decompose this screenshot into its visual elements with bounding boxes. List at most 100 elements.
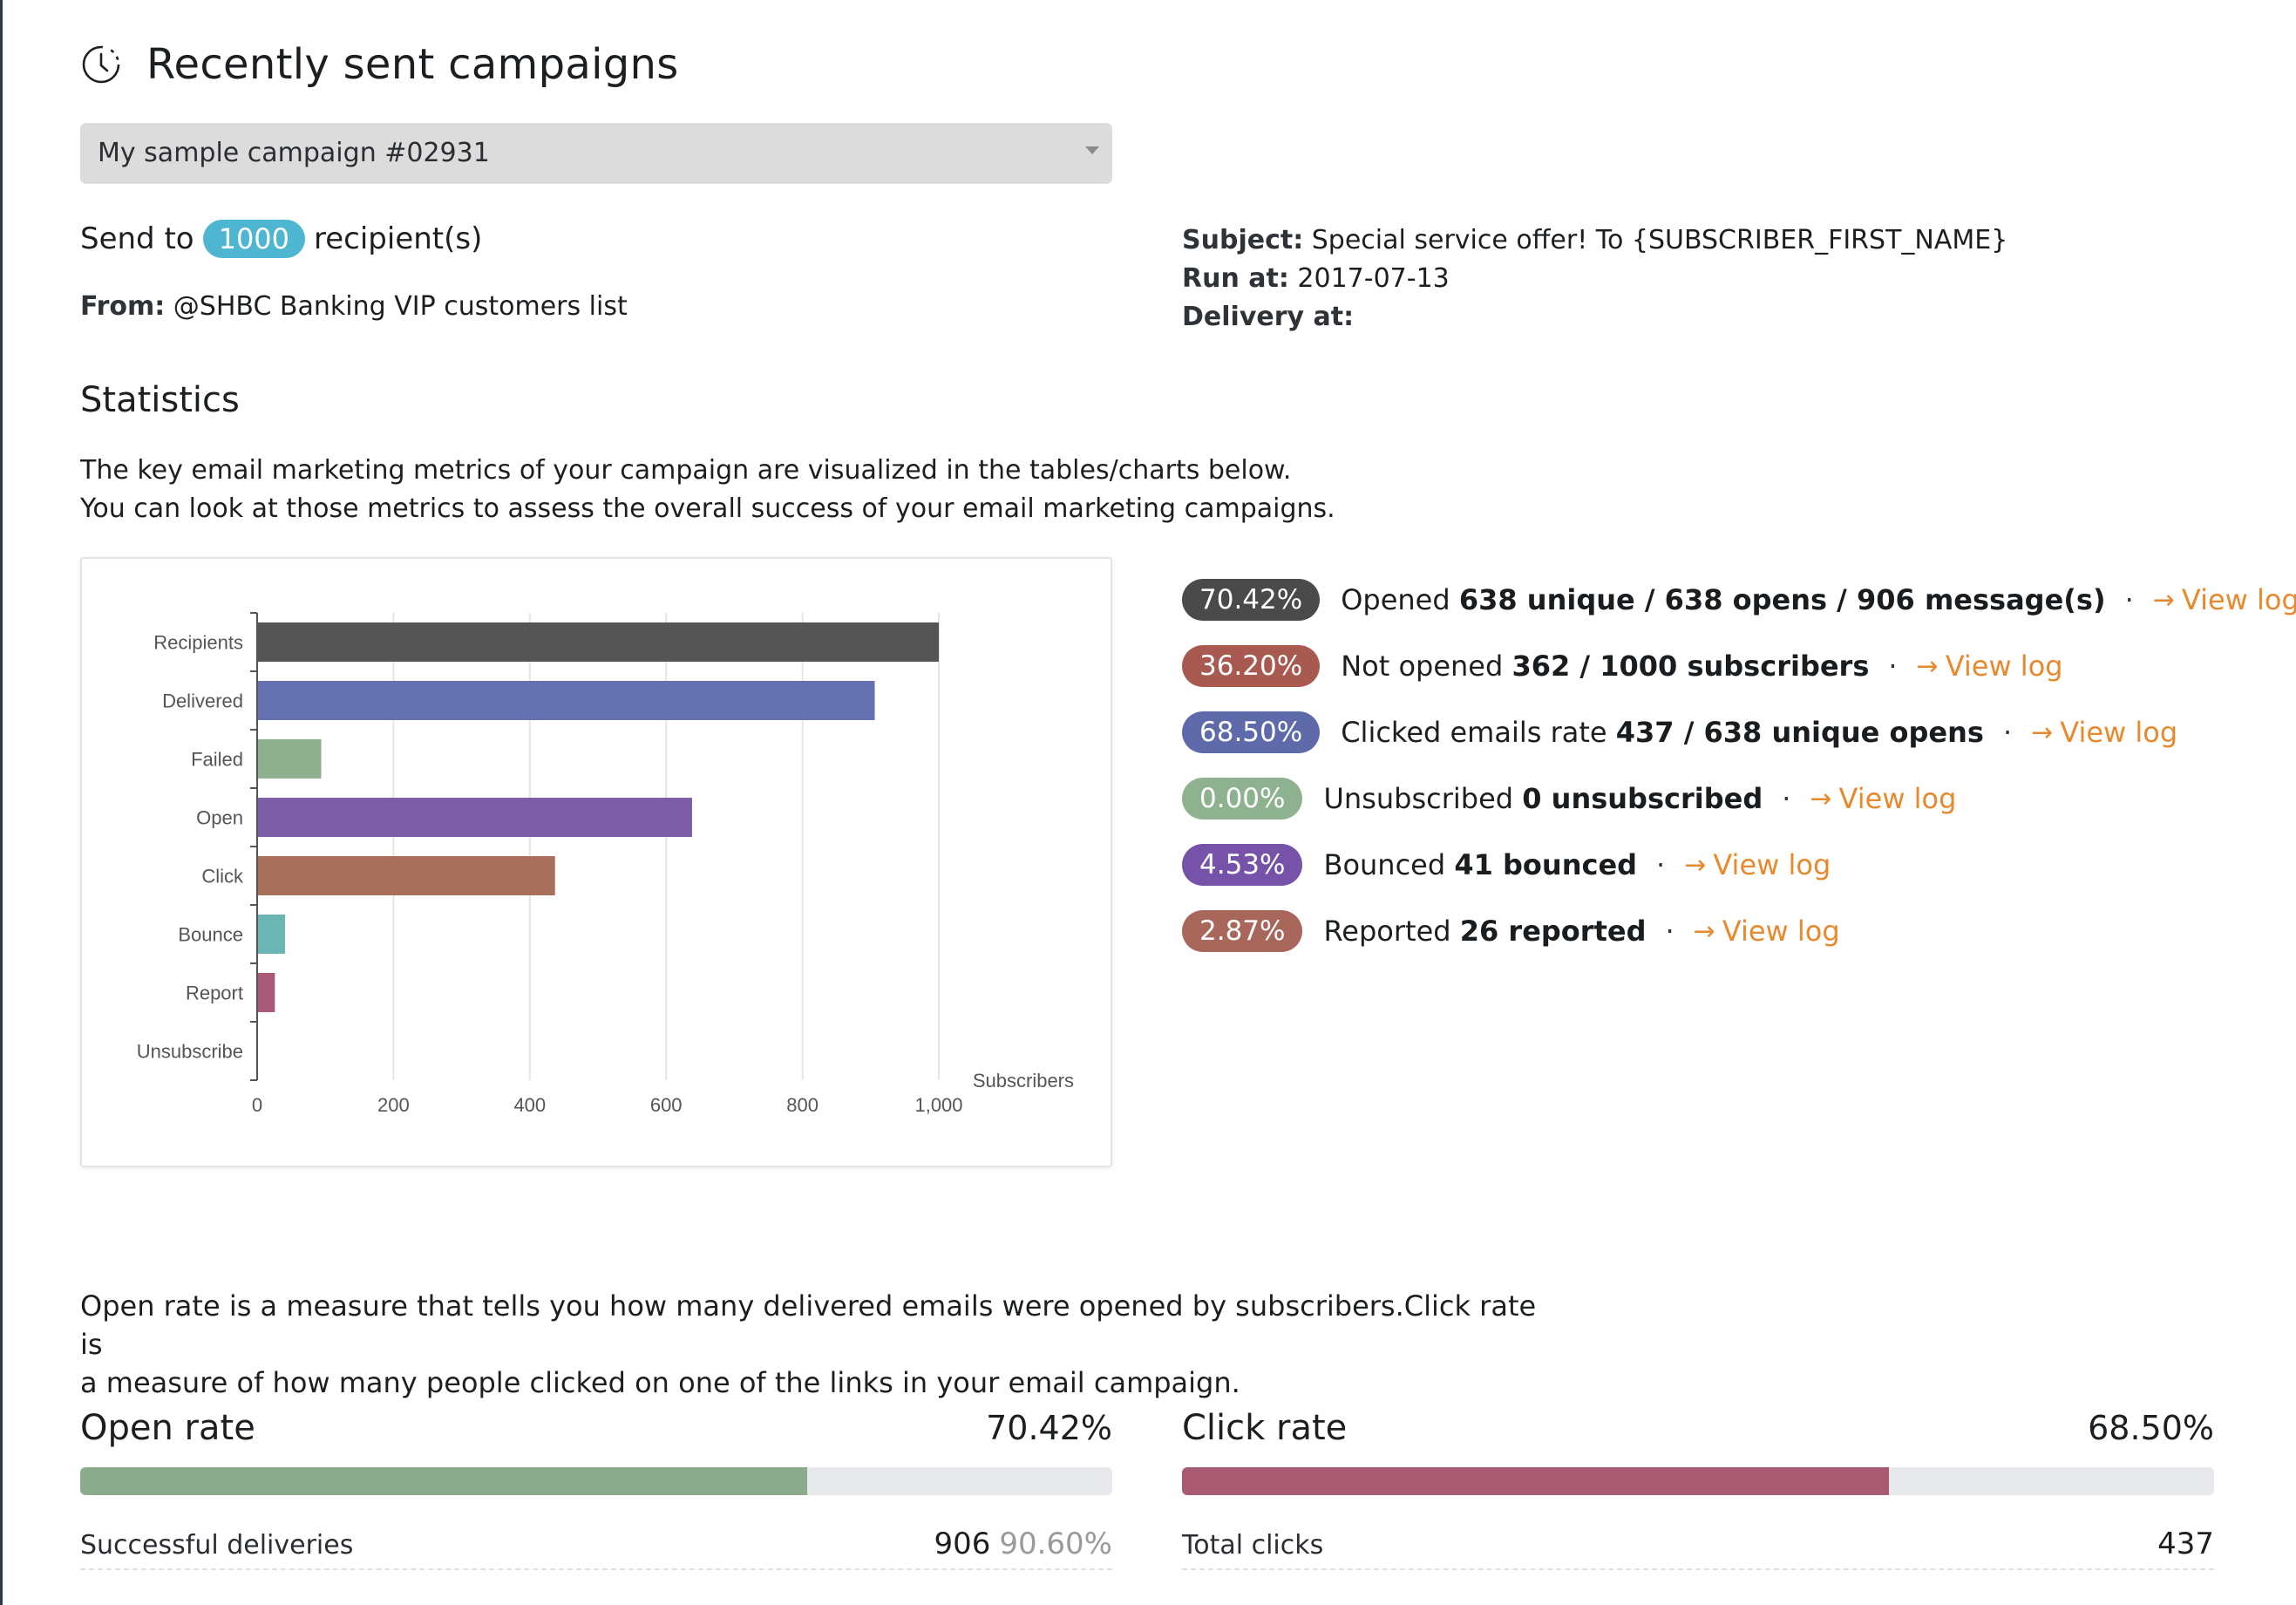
metric-detail: 362 / 1000 subscribers: [1511, 649, 1870, 683]
open-rate-progress: [80, 1467, 1112, 1495]
statistics-desc-line-1: The key email marketing metrics of your …: [80, 455, 1292, 486]
view-log-link[interactable]: → View log: [1917, 649, 2063, 683]
clock-icon: [82, 45, 120, 84]
metric-label: Unsubscribed: [1323, 782, 1514, 815]
metric-percent-badge: 70.42%: [1182, 579, 1321, 621]
total-clicks-value: 437: [2157, 1527, 2214, 1561]
metric-detail: 437 / 638 unique opens: [1615, 716, 1984, 749]
view-log-link[interactable]: → View log: [2153, 583, 2296, 616]
view-log-label: View log: [1722, 915, 1840, 948]
chart-bar: [257, 856, 555, 895]
view-log-label: View log: [2060, 716, 2178, 749]
chart-bar: [257, 915, 286, 954]
metric-row: 2.87% Reported 26 reported · → View log: [1182, 907, 2296, 956]
arrow-right-icon: →: [1684, 849, 1707, 881]
metric-percent-badge: 2.87%: [1182, 910, 1303, 952]
click-rate-block: Click rate 68.50% Total clicks 437: [1182, 1408, 2214, 1570]
metric-row: 0.00% Unsubscribed 0 unsubscribed · → View l…: [1182, 774, 2296, 823]
view-log-link[interactable]: → View log: [1684, 848, 1831, 881]
arrow-right-icon: →: [1810, 783, 1832, 814]
view-log-label: View log: [1945, 649, 2063, 683]
chart-bar: [257, 973, 275, 1012]
metric-row: 36.20% Not opened 362 / 1000 subscribers ·…: [1182, 642, 2296, 690]
statistics-description: The key email marketing metrics of your …: [80, 452, 1335, 528]
metric-detail: 638 unique / 638 opens / 906 message(s): [1458, 583, 2106, 616]
total-clicks-row: Total clicks 437: [1182, 1527, 2214, 1570]
open-rate-value: 70.42%: [986, 1409, 1112, 1447]
from-label: From:: [80, 291, 166, 322]
chart-tick-label: 0: [252, 1094, 262, 1116]
separator-dot: ·: [2002, 716, 2013, 749]
open-rate-block: Open rate 70.42% Successful deliveries 9…: [80, 1408, 1112, 1570]
rate-desc-line-2: a measure of how many people clicked on …: [80, 1366, 1240, 1399]
chart-tick-label: 200: [377, 1094, 410, 1116]
metric-detail: 26 reported: [1459, 915, 1647, 948]
chart-category-label: Open: [196, 807, 243, 829]
send-to-line: Send to 1000 recipient(s): [80, 220, 482, 258]
campaign-meta: Subject: Special service offer! To {SUBS…: [1182, 221, 2007, 337]
subject-value: Special service offer! To {SUBSCRIBER_FI…: [1311, 225, 2008, 255]
click-rate-header: Click rate 68.50%: [1182, 1408, 2214, 1448]
separator-dot: ·: [1888, 649, 1898, 683]
chart-category-label: Recipients: [153, 632, 243, 654]
metric-label: Clicked emails rate: [1341, 716, 1607, 749]
metric-label: Not opened: [1341, 649, 1504, 683]
chart-tick-label: 400: [513, 1094, 546, 1116]
successful-deliveries-label: Successful deliveries: [80, 1530, 354, 1561]
chart-bar: [257, 622, 939, 662]
chart-tick-label: 1,000: [914, 1094, 962, 1116]
delivery-at-label: Delivery at:: [1182, 302, 1355, 332]
view-log-link[interactable]: → View log: [1810, 782, 1956, 815]
chevron-down-icon[interactable]: [1085, 146, 1099, 154]
send-to-suffix: recipient(s): [314, 221, 483, 256]
chart-category-label: Delivered: [162, 690, 243, 712]
run-at-line: Run at: 2017-07-13: [1182, 260, 2007, 298]
chart-bar: [257, 681, 875, 720]
metric-percent-badge: 0.00%: [1182, 778, 1303, 820]
chart-category-label: Bounce: [178, 924, 243, 946]
open-rate-progress-fill: [80, 1467, 807, 1495]
click-rate-progress-fill: [1182, 1467, 1890, 1495]
metric-percent-badge: 36.20%: [1182, 645, 1321, 687]
campaign-select[interactable]: My sample campaign #02931: [80, 123, 1112, 184]
chart-tick-label: 600: [650, 1094, 683, 1116]
metric-percent-badge: 4.53%: [1182, 844, 1303, 886]
page-title: Recently sent campaigns: [146, 40, 679, 89]
statistics-desc-line-2: You can look at those metrics to assess …: [80, 493, 1335, 524]
separator-dot: ·: [1665, 915, 1674, 948]
click-rate-progress: [1182, 1467, 2214, 1495]
metric-label: Bounced: [1323, 848, 1446, 881]
metric-detail: 41 bounced: [1454, 848, 1638, 881]
successful-deliveries-percent: 90.60%: [999, 1527, 1112, 1561]
separator-dot: ·: [2124, 583, 2134, 616]
metric-detail: 0 unsubscribed: [1522, 782, 1763, 815]
page-header: Recently sent campaigns: [80, 40, 679, 89]
rate-description: Open rate is a measure that tells you ho…: [80, 1287, 1562, 1402]
delivery-at-line: Delivery at:: [1182, 298, 2007, 337]
chart-bar: [257, 798, 692, 837]
chart-category-label: Unsubscribe: [137, 1041, 243, 1063]
recipient-count-badge: 1000: [202, 220, 306, 258]
open-rate-label: Open rate: [80, 1408, 255, 1448]
statistics-title: Statistics: [80, 380, 240, 420]
chart-category-label: Report: [186, 983, 243, 1004]
metric-label: Opened: [1341, 583, 1450, 616]
view-log-label: View log: [1713, 848, 1831, 881]
left-border: [0, 0, 3, 1605]
view-log-link[interactable]: → View log: [1694, 915, 1840, 948]
rate-desc-line-1: Open rate is a measure that tells you ho…: [80, 1289, 1537, 1361]
send-to-prefix: Send to: [80, 221, 194, 256]
chart-category-label: Click: [201, 866, 244, 888]
view-log-link[interactable]: → View log: [2031, 716, 2177, 749]
from-line: From: @SHBC Banking VIP customers list: [80, 291, 628, 322]
from-value: @SHBC Banking VIP customers list: [173, 291, 628, 322]
separator-dot: ·: [1782, 782, 1791, 815]
metric-row: 4.53% Bounced 41 bounced · → View log: [1182, 840, 2296, 889]
arrow-right-icon: →: [1693, 915, 1715, 947]
view-log-label: View log: [1838, 782, 1957, 815]
run-at-label: Run at:: [1182, 263, 1289, 294]
metric-row: 70.42% Opened 638 unique / 638 opens / 90…: [1182, 575, 2296, 624]
arrow-right-icon: →: [2031, 717, 2054, 748]
arrow-right-icon: →: [2152, 584, 2175, 615]
successful-deliveries-row: Successful deliveries 906 90.60%: [80, 1527, 1112, 1570]
